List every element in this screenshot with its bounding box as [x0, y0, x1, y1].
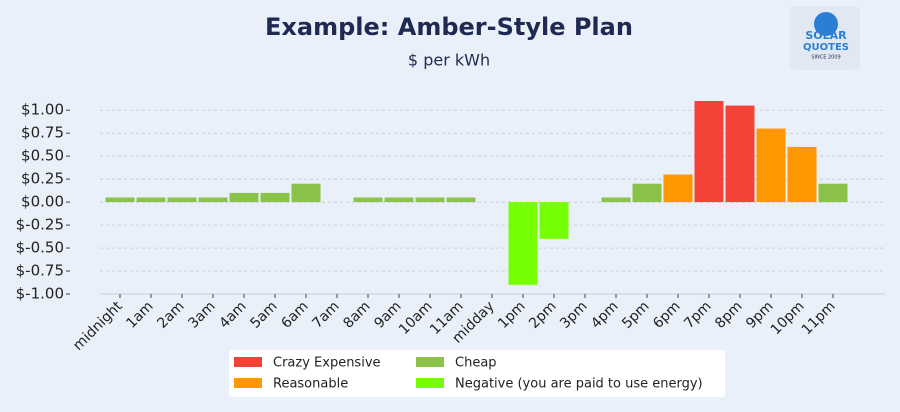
legend-label: Reasonable: [273, 377, 348, 392]
y-tick-label: $1.00: [21, 101, 64, 119]
bar: [694, 101, 724, 203]
legend-box: [229, 350, 725, 397]
bar: [725, 105, 755, 203]
legend-label: Cheap: [455, 356, 497, 371]
logo: SOLAR QUOTES SINCE 2009: [790, 6, 860, 70]
y-tick-label: $0.00: [21, 193, 64, 211]
bar: [446, 197, 476, 203]
y-tick-label: $0.25: [21, 170, 64, 188]
y-tick-label: $0.50: [21, 147, 64, 165]
bar: [260, 192, 290, 203]
logo-text: QUOTES: [803, 42, 849, 53]
bar: [415, 197, 445, 203]
chart-title: Example: Amber-Style Plan: [265, 13, 633, 41]
bar: [167, 197, 197, 203]
bar: [229, 192, 259, 203]
bar: [663, 174, 693, 203]
bar: [539, 202, 569, 239]
legend-swatch: [416, 357, 444, 367]
bar: [353, 197, 383, 203]
bar: [601, 197, 631, 203]
bar: [508, 202, 538, 285]
y-tick-label: $-0.50: [16, 239, 64, 257]
legend-swatch: [234, 357, 262, 367]
chart-subtitle: $ per kWh: [408, 51, 490, 70]
legend-swatch: [234, 378, 262, 388]
bar: [818, 183, 848, 203]
legend-label: Negative (you are paid to use energy): [455, 377, 703, 392]
legend-label: Crazy Expensive: [273, 356, 381, 371]
bar: [198, 197, 228, 203]
y-tick-label: $-0.75: [16, 262, 64, 280]
bar: [105, 197, 135, 203]
logo-sun: [814, 12, 838, 36]
bar: [291, 183, 321, 203]
y-tick-label: $0.75: [21, 124, 64, 142]
bar: [632, 183, 662, 203]
legend-swatch: [416, 378, 444, 388]
bar: [787, 146, 817, 203]
logo-text: SOLAR: [805, 29, 847, 42]
y-tick-label: $-0.25: [16, 216, 64, 234]
bar: [136, 197, 166, 203]
bar: [756, 128, 786, 203]
logo-text: SINCE 2009: [811, 55, 840, 61]
bar: [384, 197, 414, 203]
logo-bg: [790, 6, 860, 70]
y-tick-label: $-1.00: [16, 285, 64, 303]
